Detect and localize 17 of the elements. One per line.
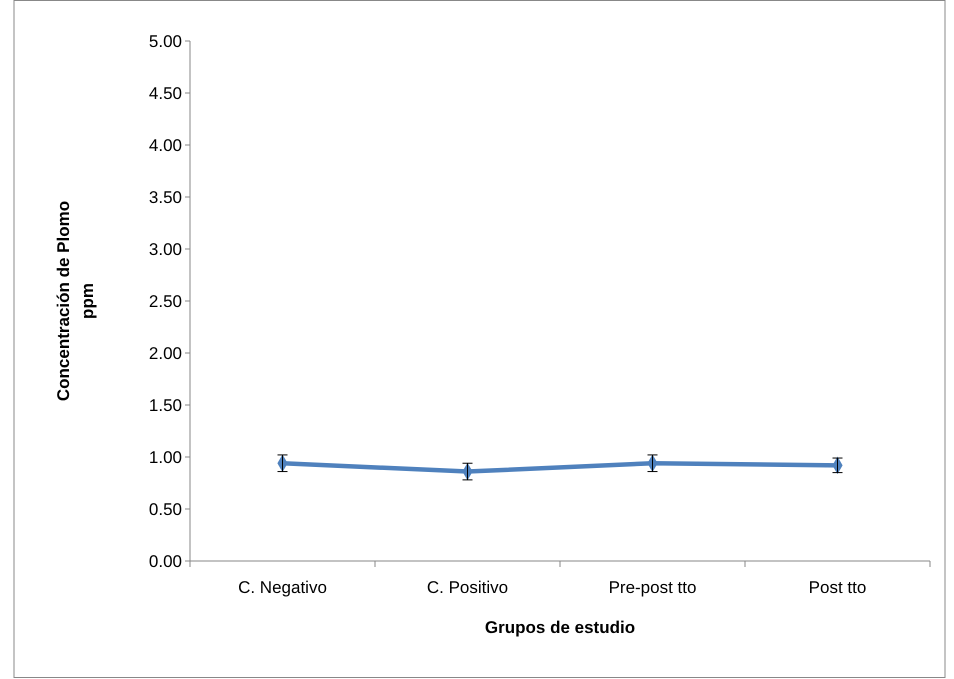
y-tick-label: 5.00 [148,32,182,51]
y-tick-label: 1.50 [148,396,182,415]
x-axis-title: Grupos de estudio [484,618,636,637]
y-tick-label: 2.50 [148,292,182,311]
y-tick-label: 0.50 [148,500,182,519]
y-tick-label: 3.00 [148,240,182,259]
y-tick-label: 3.50 [148,188,182,207]
y-tick-label: 0.00 [148,552,182,571]
y-tick-label: 4.50 [148,84,182,103]
x-tick-label: Pre-post tto [608,578,696,597]
x-tick-label: C. Negativo [238,578,327,597]
y-tick-label: 4.00 [148,136,182,155]
x-tick-label: Post tto [808,578,866,597]
x-tick-label: C. Positivo [426,578,508,597]
y-tick-label: 2.00 [148,344,182,363]
y-tick-label: 1.00 [148,448,182,467]
y-axis-title: Concentración de Plomo ppm [54,200,97,402]
